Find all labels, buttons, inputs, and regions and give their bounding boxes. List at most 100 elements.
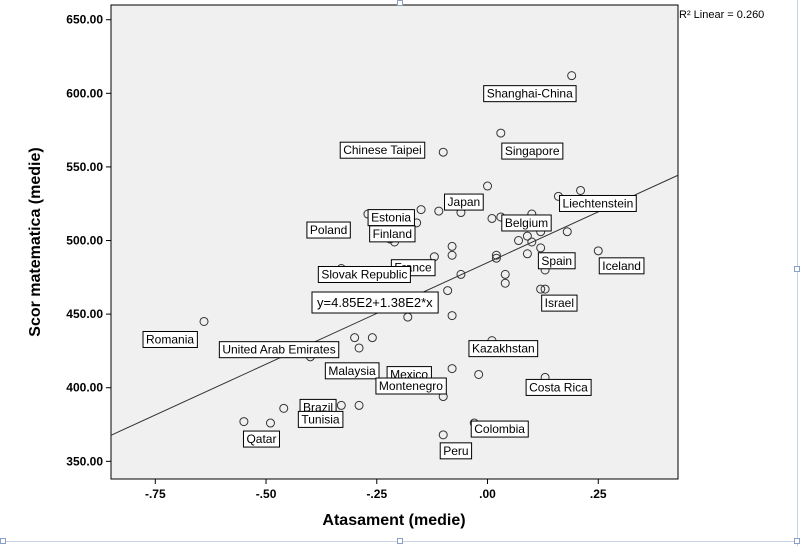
data-point xyxy=(434,206,444,216)
point-label-text: Singapore xyxy=(505,144,560,158)
y-tick-label: 650.00 xyxy=(66,13,103,27)
point-label-box xyxy=(142,330,198,348)
y-tick-label: 450.00 xyxy=(66,307,103,321)
data-point xyxy=(536,284,546,294)
point-label-box xyxy=(218,341,340,359)
point-label-box xyxy=(470,420,529,438)
point-label-box xyxy=(242,430,280,448)
data-point xyxy=(540,284,550,294)
point-label-text: Spain xyxy=(541,254,572,268)
point-label-box xyxy=(598,257,645,275)
point-label-text: Shanghai-China xyxy=(487,87,573,101)
point-label: Malaysia xyxy=(324,362,380,380)
point-label: Slovak Republic xyxy=(317,265,411,283)
x-tick-label: -.25 xyxy=(366,487,387,501)
resize-handle-right-middle[interactable] xyxy=(794,266,800,272)
point-label: Poland xyxy=(306,221,351,239)
equation-label: y=4.85E2+1.38E2*x xyxy=(317,295,433,310)
data-point xyxy=(416,205,426,215)
data-point xyxy=(354,343,364,353)
data-point xyxy=(279,403,289,413)
data-point xyxy=(265,418,275,428)
point-label: Japan xyxy=(444,193,484,211)
x-axis: -.75 -.50 -.25 .00 .25 xyxy=(145,479,607,501)
point-label-box xyxy=(339,141,426,159)
point-label-box xyxy=(375,377,447,395)
data-point xyxy=(483,181,493,191)
data-point xyxy=(367,333,377,343)
point-label-box xyxy=(439,442,473,460)
data-point xyxy=(593,246,603,256)
point-label-box xyxy=(559,194,637,212)
data-point xyxy=(536,243,546,253)
data-point xyxy=(514,236,524,246)
equation-label-box xyxy=(311,291,439,314)
point-label-box xyxy=(306,221,351,239)
data-point xyxy=(567,71,577,81)
data-point xyxy=(496,128,506,138)
resize-handle-bottom-left[interactable] xyxy=(0,538,6,544)
data-point xyxy=(443,286,453,296)
point-label-box xyxy=(324,362,380,380)
data-point xyxy=(527,237,537,247)
point-label-text: Israel xyxy=(545,296,574,310)
data-point xyxy=(438,430,448,440)
point-label: Colombia xyxy=(470,420,529,438)
point-label: Qatar xyxy=(242,430,280,448)
point-label-text: Romania xyxy=(146,332,194,346)
data-point xyxy=(199,316,209,326)
data-point xyxy=(447,311,457,321)
point-label-text: Estonia xyxy=(371,211,411,225)
point-label-text: Malaysia xyxy=(328,364,376,378)
resize-handle-bottom-middle[interactable] xyxy=(397,538,403,544)
data-point xyxy=(354,400,364,410)
point-label-text: Kazakhstan xyxy=(472,342,535,356)
data-point xyxy=(500,278,510,288)
point-label: Shanghai-China xyxy=(483,85,577,103)
resize-handle-bottom-right[interactable] xyxy=(794,538,800,544)
data-point xyxy=(474,369,484,379)
r-squared-label: R² Linear = 0.260 xyxy=(679,9,764,21)
point-label: Estonia xyxy=(367,209,415,227)
data-point xyxy=(336,400,346,410)
point-label-box xyxy=(541,294,578,312)
frame-border-right xyxy=(797,0,798,546)
point-label-text: Liechtenstein xyxy=(563,196,634,210)
point-label-text: United Arab Emirates xyxy=(222,343,335,357)
data-point xyxy=(438,147,448,157)
point-label-text: Costa Rica xyxy=(529,380,588,394)
y-axis: 350.00 400.00 450.00 500.00 550.00 600.00 650.… xyxy=(66,13,111,468)
point-label-text: Belgium xyxy=(505,216,548,230)
y-tick-label: 350.00 xyxy=(66,454,103,468)
resize-handle-top-middle[interactable] xyxy=(397,0,403,6)
point-label-box xyxy=(444,193,484,211)
point-label-text: Colombia xyxy=(474,422,525,436)
point-label-box xyxy=(525,378,592,396)
x-tick-label: -.50 xyxy=(256,487,277,501)
point-label: Iceland xyxy=(598,257,645,275)
point-label: Peru xyxy=(439,442,473,460)
point-label: Costa Rica xyxy=(525,378,592,396)
point-label-text: Finland xyxy=(373,227,412,241)
y-tick-label: 550.00 xyxy=(66,160,103,174)
point-labels: Shanghai-China Singapore Chinese Taipei Jap… xyxy=(142,85,645,460)
point-label: United Arab Emirates xyxy=(218,341,340,359)
y-tick-label: 500.00 xyxy=(66,234,103,248)
point-label: Singapore xyxy=(501,142,564,160)
data-point xyxy=(447,364,457,374)
data-point xyxy=(491,250,501,260)
data-point xyxy=(576,185,586,195)
point-label: Belgium xyxy=(501,214,552,232)
point-label: Kazakhstan xyxy=(468,340,539,358)
point-label-box xyxy=(501,142,564,160)
y-tick-label: 600.00 xyxy=(66,86,103,100)
data-point xyxy=(491,253,501,263)
data-point xyxy=(500,269,510,279)
data-point xyxy=(447,250,457,260)
x-tick-label: .25 xyxy=(590,487,607,501)
point-label-text: Chinese Taipei xyxy=(343,143,422,157)
point-label-text: Peru xyxy=(443,444,468,458)
point-label-text: Slovak Republic xyxy=(321,267,407,281)
data-point xyxy=(522,231,532,241)
